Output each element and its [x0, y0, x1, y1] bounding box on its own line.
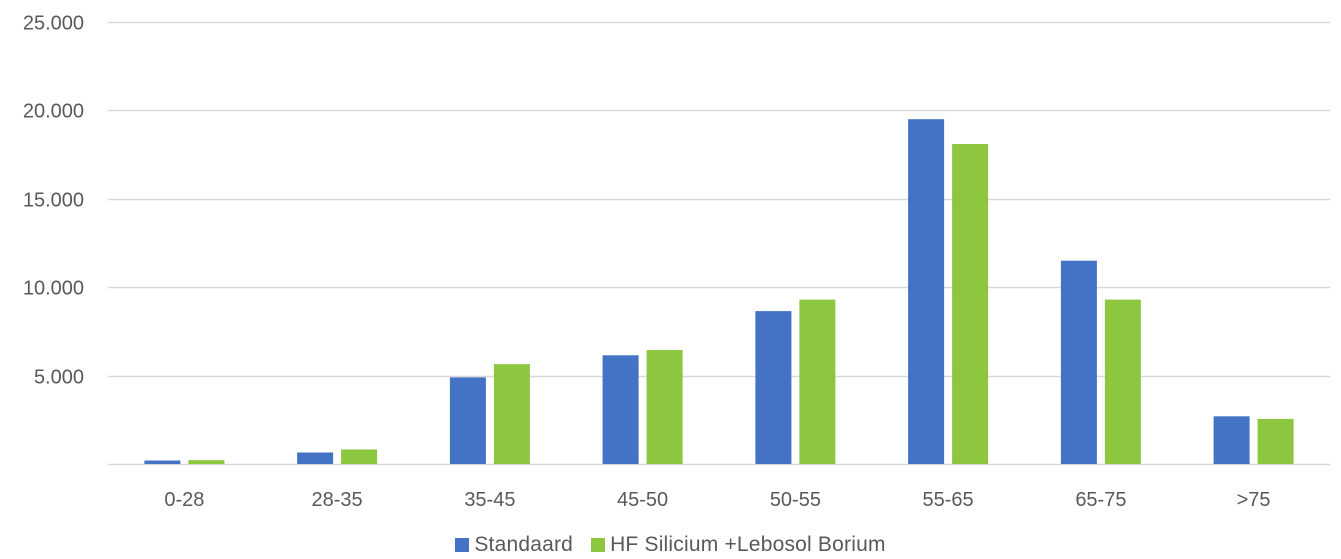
x-axis-tick-labels: 0-28 28-35 35-45 45-50 50-55 55-65 65-75 >75 [164, 489, 1270, 511]
legend-label-standaard: Standaard [474, 533, 574, 556]
bar-hf-silicium-lebosol-borium-7 [1257, 418, 1294, 464]
bar-standaard-7 [1213, 416, 1250, 464]
x-tick-label: 55-65 [923, 489, 974, 511]
legend-swatch-hf-silicium-lebosol-borium [591, 538, 606, 552]
bar-hf-silicium-lebosol-borium-5 [952, 144, 989, 464]
y-tick-label: 25.000 [23, 13, 84, 35]
bar-hf-silicium-lebosol-borium-4 [799, 299, 836, 464]
y-tick-label: 15.000 [23, 190, 84, 212]
legend-item-standaard: Standaard [455, 533, 573, 557]
x-tick-label: >75 [1237, 489, 1271, 511]
bar-standaard-0 [144, 460, 181, 464]
bar-hf-silicium-lebosol-borium-3 [646, 350, 683, 464]
y-tick-label: 5.000 [34, 367, 84, 389]
x-tick-label: 35-45 [464, 489, 515, 511]
bar-standaard-5 [908, 119, 945, 464]
legend-label-hf-silicium-lebosol-borium: HF Silicium +Lebosol Borium [610, 533, 886, 556]
y-axis-tick-labels: 5.000 10.000 15.000 20.000 25.000 [23, 13, 84, 389]
y-tick-label: 10.000 [23, 278, 84, 300]
gridlines [108, 21, 1330, 466]
bar-standaard-4 [755, 311, 792, 464]
bar-hf-silicium-lebosol-borium-0 [188, 460, 225, 464]
bar-standaard-2 [449, 377, 486, 464]
bar-standaard-6 [1060, 260, 1097, 464]
x-tick-label: 65-75 [1075, 489, 1126, 511]
bar-standaard-1 [297, 452, 334, 464]
x-tick-label: 45-50 [617, 489, 668, 511]
bar-hf-silicium-lebosol-borium-6 [1104, 299, 1141, 464]
bars [144, 119, 1294, 464]
x-tick-label: 28-35 [312, 489, 363, 511]
x-tick-label: 0-28 [164, 489, 204, 511]
x-tick-label: 50-55 [770, 489, 821, 511]
bar-hf-silicium-lebosol-borium-2 [493, 364, 530, 464]
bar-hf-silicium-lebosol-borium-1 [341, 449, 378, 464]
legend: Standaard HF Silicium +Lebosol Borium [0, 533, 1341, 557]
legend-swatch-standaard [455, 538, 470, 552]
bar-standaard-3 [602, 355, 639, 464]
y-tick-label: 20.000 [23, 101, 84, 123]
legend-item-hf-silicium-lebosol-borium: HF Silicium +Lebosol Borium [591, 533, 886, 557]
